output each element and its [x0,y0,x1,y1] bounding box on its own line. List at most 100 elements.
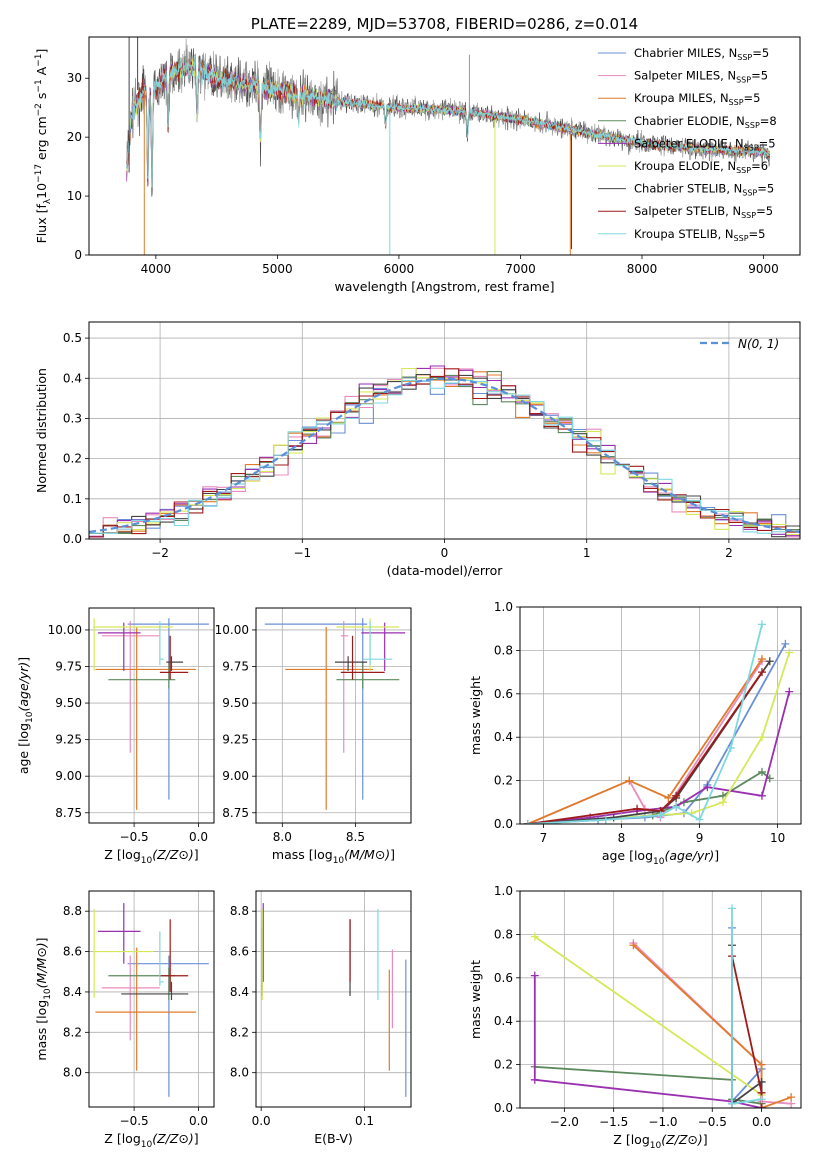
weight-marker [781,639,790,648]
y-tick-label: 0.4 [494,730,513,744]
y-tick-label: 0.4 [494,1014,513,1028]
axes-frame-group: 8.0 8.5 8.75 9.00 9.25 9.50 9.75 10.00 mass [log… [215,607,412,866]
axes-frame-group: −0.5 0.0 8.75 9.00 9.25 9.50 9.75 10.00 Z [log10… [16,607,215,866]
y-tick-label: 8.0 [63,1066,82,1080]
x-tick-label: −0.5 [120,1114,149,1128]
y-tick-label: 0.8 [494,927,513,941]
x-tick-label: 9 [696,831,704,845]
y-tick-label: 9.25 [222,733,249,747]
plot-area [92,618,209,810]
y-tick-label: 8.8 [230,904,249,918]
y-tick-label: 9.25 [55,733,82,747]
x-tick-label: −2 [151,546,169,560]
x-axis-label: mass [log10(M/M⊙)] [272,847,395,866]
x-tick-label: 8.5 [346,830,365,844]
weight-marker [785,687,794,696]
y-axis-label: mass [log10(M/M⊙)] [34,937,53,1060]
axes-frame [519,606,802,825]
x-tick-label: 0.1 [355,1114,374,1128]
y-tick-label: 8.6 [230,945,249,959]
axes-frame-group: 7 8 9 10 0.0 0.2 0.4 0.6 0.8 1.0 age [log10(age/yr… [468,600,802,867]
weight-marker [609,813,618,822]
x-tick-label: −0.5 [698,1115,727,1129]
weight-marker [523,820,532,824]
plot-area [92,903,209,1097]
axes-frame [88,607,215,824]
y-tick-label: 0.6 [494,687,513,701]
legend-entry: Chabrier STELIB, NSSP=5 [634,182,774,198]
y-tick-label: 0.6 [494,971,513,985]
y-tick-label: 0.0 [63,532,82,546]
axes-frame [88,890,215,1108]
y-tick-label: 9.75 [222,660,249,674]
weight-marker [757,767,766,776]
x-tick-label: −1.0 [648,1115,677,1129]
legend-entry: Salpeter MILES, NSSP=5 [634,69,768,85]
x-tick-label: 1 [583,546,591,560]
axes-frame-group: −2 −1 0 1 2 0.0 0.1 0.2 0.3 0.4 0.5 (data-model)/er… [34,321,801,578]
weight-marker [718,798,727,807]
x-tick-label: −2.0 [550,1115,579,1129]
x-axis-label: (data-model)/error [387,563,504,578]
y-tick-label: 0.4 [63,371,82,385]
weight-marker [703,783,712,792]
weight-marker [629,941,638,950]
x-tick-label: 2 [725,546,733,560]
weight-marker [695,815,704,824]
axes-mass_vs_EBV: 0.0 0.1 8.0 8.2 8.4 8.6 8.8 E(B-V) [230,890,412,1146]
normal-curve [89,377,800,534]
axes-residuals: −2 −1 0 1 2 0.0 0.1 0.2 0.3 0.4 0.5 (data-model)/er… [34,321,801,578]
spectrum-line-cyan [126,55,770,188]
legend: Chabrier MILES, NSSP=5 Salpeter MILES, NS… [598,46,777,243]
y-tick-label: 0.2 [63,452,82,466]
y-tick-label: 9.50 [222,696,249,710]
weight-line-orange [527,658,763,824]
legend-entry: Chabrier MILES, NSSP=5 [634,46,769,62]
y-tick-label: 10.00 [215,623,249,637]
legend-entry: Salpeter STELIB, NSSP=5 [634,204,773,220]
axes-age_vs_mass: 8.0 8.5 8.75 9.00 9.25 9.50 9.75 10.00 mass [log… [215,607,412,866]
plot-area [264,618,406,810]
axes-spectrum: 4000 5000 6000 7000 8000 9000 0 10 20 30 wavelengt… [34,15,801,294]
y-tick-label: 0.0 [494,1101,513,1115]
weight-marker [727,1099,736,1108]
x-tick-label: 7 [540,831,548,845]
legend-entry: Salpeter ELODIE, NSSP=5 [634,136,776,152]
y-tick-label: 8.2 [63,1025,82,1039]
weight-marker [757,791,766,800]
x-tick-label: −1.5 [599,1115,628,1129]
axes-frame [255,607,412,824]
x-axis-label: wavelength [Angstrom, rest frame] [334,279,554,294]
x-tick-label: 6000 [384,262,415,276]
x-tick-label: 8 [618,831,626,845]
axes-age_vs_Z: −0.5 0.0 8.75 9.00 9.25 9.50 9.75 10.00 Z [log10… [16,607,215,866]
weight-marker [530,932,539,941]
weight-marker [601,815,610,824]
weight-marker [672,802,681,811]
axes-frame-group: 0.0 0.1 8.0 8.2 8.4 8.6 8.8 E(B-V) [230,890,412,1146]
weight-marker [787,1093,796,1102]
axes-weight_vs_Z: −2.0 −1.5 −1.0 −0.5 0.0 0.0 0.2 0.4 0.6 0.8 1.0 Z [… [468,884,802,1151]
weight-marker [757,733,766,742]
x-axis-label: Z [log10(Z/Z⊙)] [613,1132,707,1151]
x-tick-label: −1 [293,546,311,560]
weight-marker [757,1095,766,1104]
y-tick-label: 0.5 [63,331,82,345]
x-axis-label: Z [log10(Z/Z⊙)] [104,847,198,866]
y-tick-label: 8.6 [63,945,82,959]
y-tick-label: 10.00 [48,623,82,637]
y-axis-label: mass weight [468,676,483,755]
weight-marker [757,1060,766,1069]
y-tick-label: 0.2 [494,1058,513,1072]
legend: N(0, 1) [700,337,779,351]
plot-area [530,904,796,1108]
weight-line-purple [533,975,762,1108]
plot-area [523,620,794,824]
y-tick-label: 9.75 [55,660,82,674]
x-tick-label: 8000 [627,262,658,276]
y-tick-label: 20 [67,130,82,144]
weight-marker [625,776,634,785]
axes-frame-group: −2.0 −1.5 −1.0 −0.5 0.0 0.0 0.2 0.4 0.6 0.8 1.0 Z [… [468,884,802,1151]
weight-marker [530,1075,539,1084]
weight-marker [727,904,736,913]
